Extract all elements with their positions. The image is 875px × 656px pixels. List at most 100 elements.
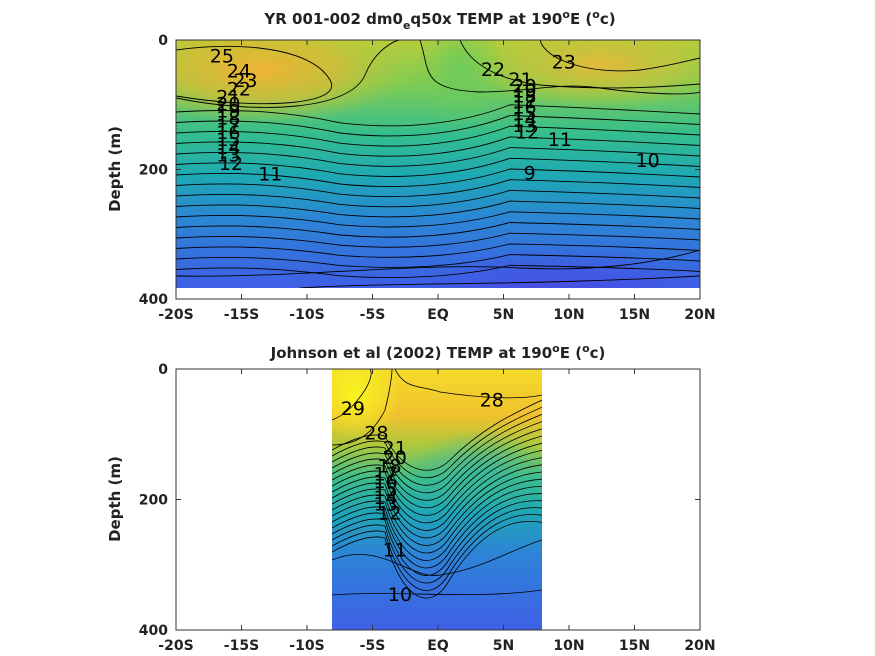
x-tick-label: EQ [427, 638, 449, 654]
contour-line [176, 104, 700, 127]
contour-label: 11 [548, 129, 572, 151]
contour-label: 14 [374, 487, 398, 509]
contour-label: 12 [219, 153, 243, 175]
panel-2-title: Johnson et al (2002) TEMP at 190oE (oc) [270, 342, 606, 362]
panel-1-ylabel: Depth (m) [106, 126, 124, 212]
contour-line [539, 40, 700, 72]
contour-label: 22 [481, 59, 505, 81]
contour-line [332, 406, 542, 478]
panel-1-title: YR 001-002 dm0eq50x TEMP at 190oE (oc) [263, 8, 615, 32]
contour-label: 19 [216, 101, 240, 123]
contour-label: 13 [216, 145, 240, 167]
contour-label: 21 [216, 86, 240, 108]
contour-line [176, 222, 700, 238]
contour-label: 17 [374, 463, 398, 485]
contour-line [332, 507, 542, 584]
x-tick-label: -5S [360, 638, 386, 654]
contour-line [176, 189, 700, 208]
contour-label: 20 [512, 75, 536, 97]
panel-2-ylabel: Depth (m) [106, 456, 124, 542]
contour-label: 21 [383, 437, 407, 459]
y-tick-label: 200 [139, 163, 168, 179]
contour-label: 14 [512, 109, 536, 131]
contour-line [176, 179, 700, 198]
x-tick-label: 5N [493, 307, 514, 323]
contour-label: 11 [383, 540, 407, 562]
x-tick-label: -5S [360, 307, 386, 323]
x-tick-label: -20S [158, 638, 193, 654]
contour-label: 18 [512, 86, 536, 108]
contour-line [176, 254, 700, 268]
panel-2-field [332, 369, 542, 630]
contour-line [332, 493, 542, 569]
contour-line [332, 399, 542, 471]
x-tick-label: -10S [289, 638, 324, 654]
x-tick-label: 20N [684, 638, 715, 654]
contour-line [332, 521, 542, 599]
contour-line [332, 514, 542, 591]
contour-label: 10 [636, 150, 660, 172]
contour-label: 15 [512, 103, 536, 125]
contour-label: 28 [480, 390, 504, 412]
x-tick-label: -15S [224, 307, 259, 323]
contour-label: 20 [216, 93, 240, 115]
contour-line [176, 211, 700, 228]
contour-line [332, 435, 542, 509]
contour-line [332, 486, 542, 561]
contour-label: 17 [216, 115, 240, 137]
contour-line [332, 369, 372, 421]
x-tick-label: -15S [224, 638, 259, 654]
y-tick-label: 200 [139, 493, 168, 509]
x-tick-label: -10S [289, 307, 324, 323]
contour-line [176, 147, 700, 167]
x-tick-label: 20N [684, 307, 715, 323]
contour-label: 11 [258, 163, 282, 185]
y-tick-label: 400 [139, 292, 168, 308]
panel-2: Johnson et al (2002) TEMP at 190oE (oc) … [106, 342, 716, 654]
contour-label: 13 [374, 493, 398, 515]
contour-line [176, 232, 700, 248]
contour-line [332, 457, 542, 531]
contour-label: 18 [377, 456, 401, 478]
contour-label: 28 [364, 422, 388, 444]
y-tick-label: 0 [158, 362, 168, 378]
contour-label: 17 [512, 91, 536, 113]
contour-line [176, 200, 700, 218]
x-tick-label: 5N [493, 638, 514, 654]
panel-1: YR 001-002 dm0eq50x TEMP at 190oE (oc) 2… [106, 8, 716, 323]
contour-line [299, 275, 700, 288]
contour-label: 16 [512, 97, 536, 119]
contour-line [332, 428, 542, 501]
contour-line [176, 45, 333, 105]
contour-line [176, 157, 700, 177]
contour-label: 12 [377, 503, 401, 525]
contour-line [332, 414, 542, 486]
contour-label: 16 [216, 122, 240, 144]
panel-2-ticks: -20S -15S -10S -5S EQ 5N 10N 15N 20N 0 200 400 [139, 362, 716, 654]
contour-line [394, 369, 542, 399]
panel-1-contour-lines [176, 40, 700, 288]
contour-line [332, 589, 542, 596]
contour-label: 18 [216, 108, 240, 130]
contour-label: 16 [374, 471, 398, 493]
contour-label: 15 [216, 129, 240, 151]
contour-line [176, 125, 700, 147]
contour-line [176, 243, 700, 258]
contour-label: 29 [341, 398, 365, 420]
contour-line [419, 40, 700, 95]
contour-label: 19 [512, 81, 536, 103]
contour-label: 10 [388, 584, 412, 606]
contour-line [176, 168, 700, 187]
contour-line [176, 40, 401, 108]
contour-label: 25 [210, 46, 234, 68]
contour-line [176, 249, 700, 277]
contour-line [332, 442, 542, 516]
panel-1-ticks: -20S -15S -10S -5S EQ 5N 10N 15N 20N 0 200 400 [139, 33, 716, 323]
contour-label: 20 [383, 447, 407, 469]
x-tick-label: 15N [619, 638, 650, 654]
contour-label: 12 [515, 121, 539, 143]
x-tick-label: 15N [619, 307, 650, 323]
contour-label: 23 [552, 51, 576, 73]
